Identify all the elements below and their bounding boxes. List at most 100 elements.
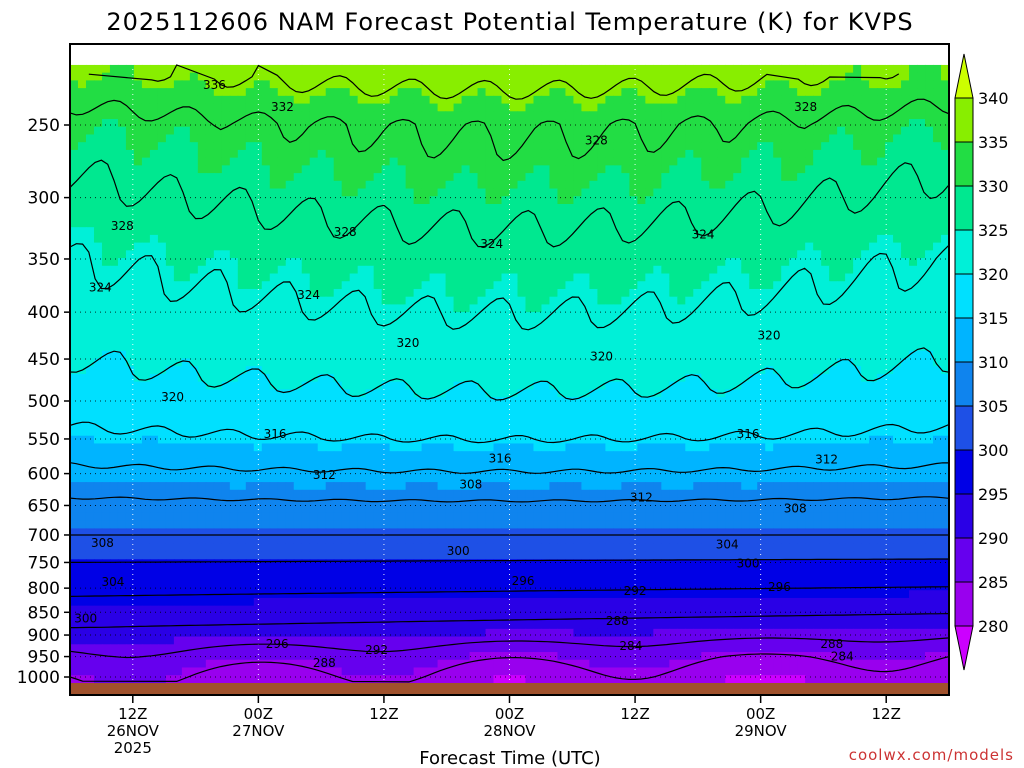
credit-link[interactable]: coolwx.com/models	[849, 746, 1014, 764]
x-tick-label: 00Z	[746, 705, 775, 723]
x-tick-label: 27NOV	[232, 722, 285, 740]
colorbar-label: 325	[978, 221, 1009, 240]
x-tick-label: 12Z	[369, 705, 398, 723]
y-tick-label: 900	[28, 626, 60, 646]
contour-label: 284	[831, 650, 854, 664]
colorbar-bottom-arrow	[954, 625, 974, 671]
contour-label: 316	[737, 427, 760, 441]
x-axis-label: Forecast Time (UTC)	[419, 748, 600, 768]
colorbar-box	[954, 229, 974, 275]
contour-label: 324	[480, 237, 503, 251]
contour-line-300	[70, 558, 949, 564]
contour-line-312	[70, 462, 949, 474]
colorbar-box	[954, 361, 974, 407]
colorbar-label: 300	[978, 441, 1009, 460]
colorbar-box	[954, 493, 974, 539]
y-tick-label: 750	[28, 553, 60, 573]
contour-label: 328	[794, 100, 817, 114]
colorbar-label: 280	[978, 617, 1009, 636]
x-tick-label: 2025	[114, 739, 152, 757]
colorbar-box	[954, 317, 974, 363]
colorbar-box	[954, 537, 974, 583]
contour-label: 328	[585, 134, 608, 148]
contour-label: 300	[74, 611, 97, 625]
y-tick-label: 950	[28, 648, 60, 668]
y-tick-label: 700	[28, 526, 60, 546]
colorbar-label: 320	[978, 265, 1009, 284]
contour-label: 300	[737, 557, 760, 571]
colorbar-box	[954, 405, 974, 451]
contour-label: 300	[447, 544, 470, 558]
y-tick-label: 1000	[17, 668, 60, 688]
y-tick-label: 300	[28, 189, 60, 209]
contour-label: 312	[815, 452, 838, 466]
contour-label: 324	[89, 281, 112, 295]
x-tick-label: 00Z	[495, 705, 524, 723]
contour-label: 324	[297, 288, 320, 302]
contour-line-316	[70, 421, 949, 444]
colorbar-label: 315	[978, 309, 1009, 328]
contour-line-284	[70, 653, 949, 683]
colorbar-label: 285	[978, 573, 1009, 592]
contour-label: 316	[489, 452, 512, 466]
contour-label: 312	[313, 468, 336, 482]
colorbar-label: 340	[978, 89, 1009, 108]
contour-label: 324	[692, 227, 715, 241]
x-tick-label: 12Z	[118, 705, 147, 723]
contour-label: 320	[161, 390, 184, 404]
colorbar-box	[954, 141, 974, 187]
colorbar-label: 335	[978, 133, 1009, 152]
contour-label: 320	[758, 328, 781, 342]
contour-label: 296	[512, 574, 535, 588]
y-tick-label: 800	[28, 579, 60, 599]
contour-label: 312	[630, 490, 653, 504]
contour-label: 296	[266, 637, 289, 651]
y-tick-label: 500	[28, 392, 60, 412]
colorbar-legend: 280 285 290 295 300 305 310 315 320 325 330 335 340	[954, 53, 1009, 671]
contour-line-308	[70, 496, 949, 503]
contour-line-320	[70, 347, 949, 401]
contour-label: 292	[365, 643, 388, 657]
y-tick-label: 850	[28, 603, 60, 623]
y-tick-label: 600	[28, 465, 60, 485]
contour-line-324	[70, 243, 949, 331]
colorbar-box	[954, 449, 974, 495]
x-tick-label: 26NOV	[107, 722, 160, 740]
y-tick-label: 650	[28, 496, 60, 516]
contour-labels: 336 332 328 328 328 328 324 324 324 324 320 320 320 3…	[74, 78, 853, 670]
colorbar-label: 295	[978, 485, 1009, 504]
y-axis: 250 300 350 400 450 500 550 600 650 700 750 800 850 9…	[17, 116, 70, 688]
contour-label: 284	[619, 639, 642, 653]
chart-title: 2025112606 NAM Forecast Potential Temper…	[106, 8, 913, 36]
colorbar-top-arrow	[954, 53, 974, 99]
colorbar-box	[954, 581, 974, 627]
y-tick-label: 400	[28, 303, 60, 323]
contour-label: 320	[590, 349, 613, 363]
colorbar-label: 310	[978, 353, 1009, 372]
contour-label: 328	[334, 225, 357, 239]
colorbar-box	[954, 185, 974, 231]
x-tick-label: 12Z	[620, 705, 649, 723]
contour-line-328	[70, 159, 949, 248]
x-tick-label: 28NOV	[483, 722, 536, 740]
ground-strip	[70, 683, 949, 695]
contour-label: 308	[91, 536, 114, 550]
colorbar-box	[954, 273, 974, 319]
contour-label: 296	[768, 580, 791, 594]
x-tick-label: 12Z	[872, 705, 901, 723]
x-tick-label: 00Z	[244, 705, 273, 723]
contour-line-296	[70, 586, 949, 597]
contour-label: 316	[264, 427, 287, 441]
contour-lines	[70, 64, 949, 683]
contour-label: 288	[606, 614, 629, 628]
contour-line-288	[70, 637, 949, 659]
y-tick-label: 250	[28, 116, 60, 136]
y-tick-label: 350	[28, 250, 60, 270]
contour-label: 304	[716, 538, 739, 552]
contour-label: 304	[101, 575, 124, 589]
contour-label: 332	[271, 100, 294, 114]
y-tick-label: 450	[28, 350, 60, 370]
colorbar-box	[954, 97, 974, 143]
